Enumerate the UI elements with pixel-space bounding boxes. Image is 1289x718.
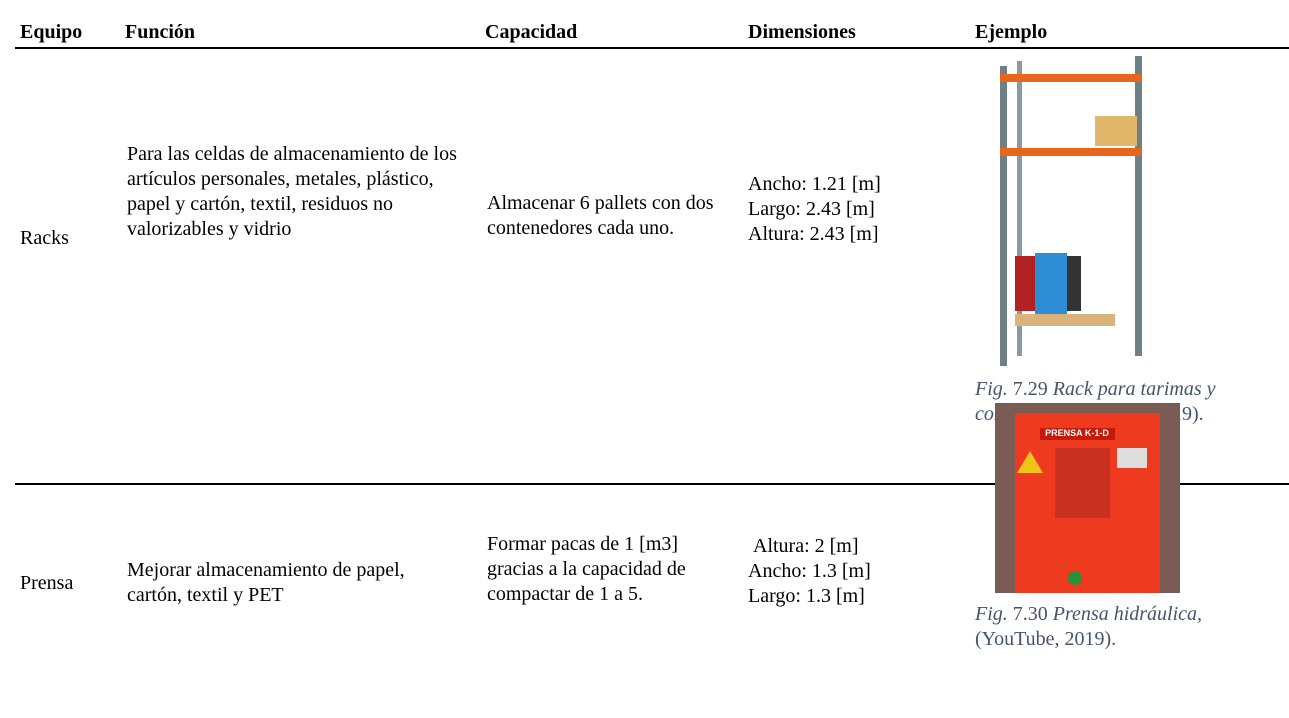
cell: Altura: 2 [m] Ancho: 1.3 [m] Largo: 1.3 …	[748, 534, 871, 609]
caption-part: (YouTube, 2019).	[975, 628, 1117, 650]
line: Ancho: 1.3 [m]	[748, 560, 871, 582]
caption-part: Fig.	[975, 378, 1008, 400]
rule	[15, 483, 1289, 485]
cell: Almacenar 6 pallets con dos contenedores…	[487, 192, 714, 239]
header-cell: Ejemplo	[975, 21, 1048, 43]
image-label: PRENSA K-1-D	[1045, 428, 1109, 438]
caption-part: Fig.	[975, 603, 1008, 625]
cell: Para las celdas de almacenamiento de los…	[127, 143, 457, 240]
rule	[15, 47, 1289, 49]
line: Largo: 2.43 [m]	[748, 198, 875, 220]
header-cell: Capacidad	[485, 21, 578, 43]
caption-part: Prensa hidráulica,	[1052, 603, 1203, 625]
caption: Fig. 7.30 Prensa hidráulica, (YouTube, 2…	[975, 602, 1275, 652]
line: Altura: 2.43 [m]	[748, 223, 879, 245]
line: Altura: 2 [m]	[753, 535, 859, 557]
rack-image	[1000, 56, 1142, 366]
line: Ancho: 1.21 [m]	[748, 173, 881, 195]
caption-part: 7.30	[1012, 603, 1048, 625]
caption-part: 7.29	[1012, 378, 1048, 400]
header-cell: Dimensiones	[748, 21, 856, 43]
cell: Ancho: 1.21 [m] Largo: 2.43 [m] Altura: …	[748, 172, 881, 247]
header-cell: Función	[125, 21, 196, 43]
cell: Formar pacas de 1 [m3] gracias a la capa…	[487, 533, 686, 605]
line: Largo: 1.3 [m]	[748, 585, 865, 607]
header-cell: Equipo	[20, 21, 83, 43]
cell: Prensa	[20, 572, 74, 594]
cell: Mejorar almacenamiento de papel, cartón,…	[127, 559, 405, 606]
press-image: PRENSA K-1-D	[995, 403, 1180, 593]
cell: Racks	[20, 227, 69, 249]
